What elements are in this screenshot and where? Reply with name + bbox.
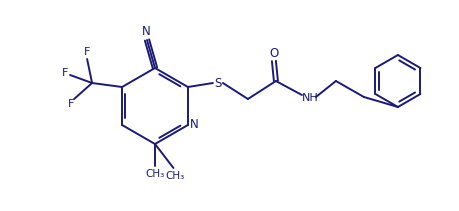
Text: NH: NH [301, 93, 318, 103]
Text: N: N [141, 24, 150, 38]
Text: CH₃: CH₃ [145, 169, 164, 179]
Text: F: F [62, 68, 68, 78]
Text: F: F [68, 99, 74, 109]
Text: O: O [269, 46, 278, 60]
Text: N: N [189, 119, 198, 131]
Text: F: F [84, 47, 90, 57]
Text: S: S [214, 77, 221, 89]
Text: CH₃: CH₃ [165, 171, 185, 181]
